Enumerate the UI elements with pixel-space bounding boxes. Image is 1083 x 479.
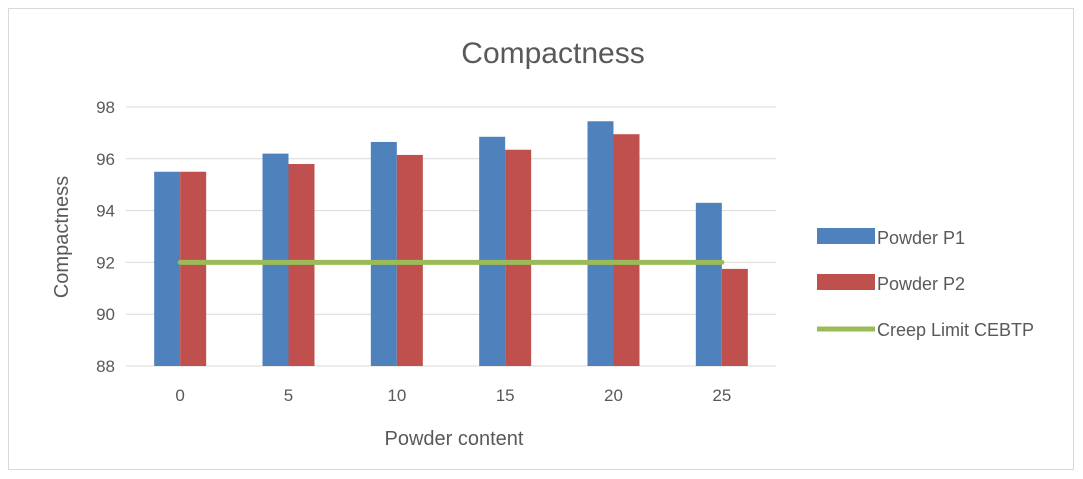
legend-swatch-1 — [817, 228, 875, 244]
y-axis-ticks: 88 90 92 94 96 98 — [96, 98, 115, 376]
bars-group — [154, 121, 748, 367]
legend-label-1: Powder P1 — [877, 228, 965, 248]
x-tick-label: 15 — [496, 386, 515, 405]
x-tick-label: 0 — [175, 386, 184, 405]
compactness-chart: Compactness 88 90 92 94 96 98 0 5 10 15 20 25 Powd… — [51, 37, 1034, 450]
y-tick-label: 92 — [96, 253, 115, 272]
bar-powder-p2-15 — [505, 149, 532, 366]
y-axis-label: Compactness — [51, 176, 73, 298]
bar-powder-p1-20 — [587, 121, 614, 367]
x-tick-label: 5 — [284, 386, 293, 405]
bar-powder-p2-0 — [180, 171, 207, 366]
bar-powder-p1-5 — [262, 153, 289, 366]
x-axis-label: Powder content — [385, 428, 524, 450]
x-tick-label: 25 — [712, 386, 731, 405]
bar-powder-p1-25 — [695, 202, 722, 366]
bar-powder-p1-15 — [479, 136, 506, 366]
bar-powder-p2-20 — [613, 134, 640, 366]
bar-powder-p2-5 — [288, 163, 315, 366]
x-axis-ticks: 0 5 10 15 20 25 — [175, 386, 731, 405]
y-tick-label: 88 — [96, 357, 115, 376]
bar-powder-p1-0 — [154, 171, 181, 366]
legend-label-2: Powder P2 — [877, 274, 965, 294]
bar-powder-p2-25 — [721, 268, 748, 366]
chart-title: Compactness — [461, 37, 644, 70]
y-tick-label: 96 — [96, 150, 115, 169]
legend-swatch-2 — [817, 274, 875, 290]
gridlines — [126, 106, 776, 367]
chart-frame: Compactness 88 90 92 94 96 98 0 5 10 15 20 25 Powd… — [8, 8, 1074, 470]
x-tick-label: 10 — [387, 386, 406, 405]
y-tick-label: 90 — [96, 305, 115, 324]
y-tick-label: 98 — [96, 98, 115, 117]
x-tick-label: 20 — [604, 386, 623, 405]
legend: Powder P1 Powder P2 Creep Limit CEBTP — [817, 228, 1034, 340]
bar-powder-p1-10 — [370, 141, 397, 366]
legend-label-3: Creep Limit CEBTP — [877, 320, 1034, 340]
y-tick-label: 94 — [96, 202, 115, 221]
